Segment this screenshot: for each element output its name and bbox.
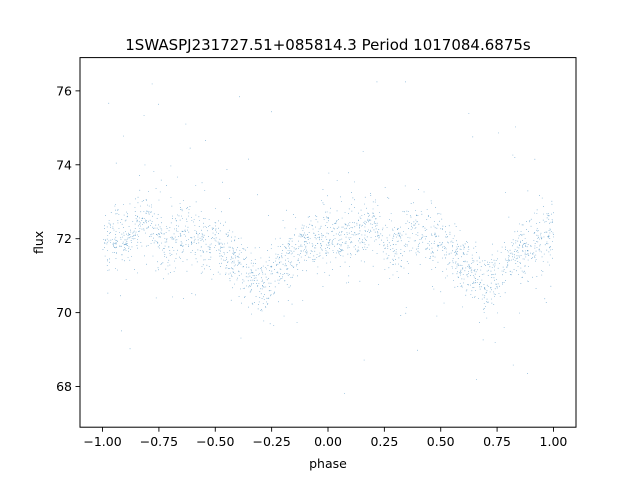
y-tick-label: 74 [56,157,72,172]
y-tick-label: 72 [56,231,72,246]
y-tick-label: 70 [56,305,72,320]
x-tick-label: 0.50 [427,434,455,449]
x-tick-label: 0.75 [483,434,511,449]
x-axis-label: phase [309,456,347,471]
x-tick-label: 0.25 [370,434,398,449]
y-tick-label: 76 [56,83,72,98]
y-axis-label: flux [31,231,46,254]
x-tick-label: −0.75 [140,434,178,449]
x-tick-label: −0.25 [252,434,290,449]
x-tick-label: 1.00 [540,434,568,449]
x-axis-ticks: −1.00 −0.75 −0.50 −0.25 0.00 0.25 0.50 0.75 1.00 [83,427,567,449]
x-tick-label: 0.00 [314,434,342,449]
y-tick-label: 68 [56,379,72,394]
x-tick-label: −0.50 [196,434,234,449]
x-tick-label: −1.00 [83,434,121,449]
chart-title: 1SWASPJ231727.51+085814.3 Period 1017084… [125,36,531,54]
y-axis-ticks: 68 70 72 74 76 [56,83,80,394]
